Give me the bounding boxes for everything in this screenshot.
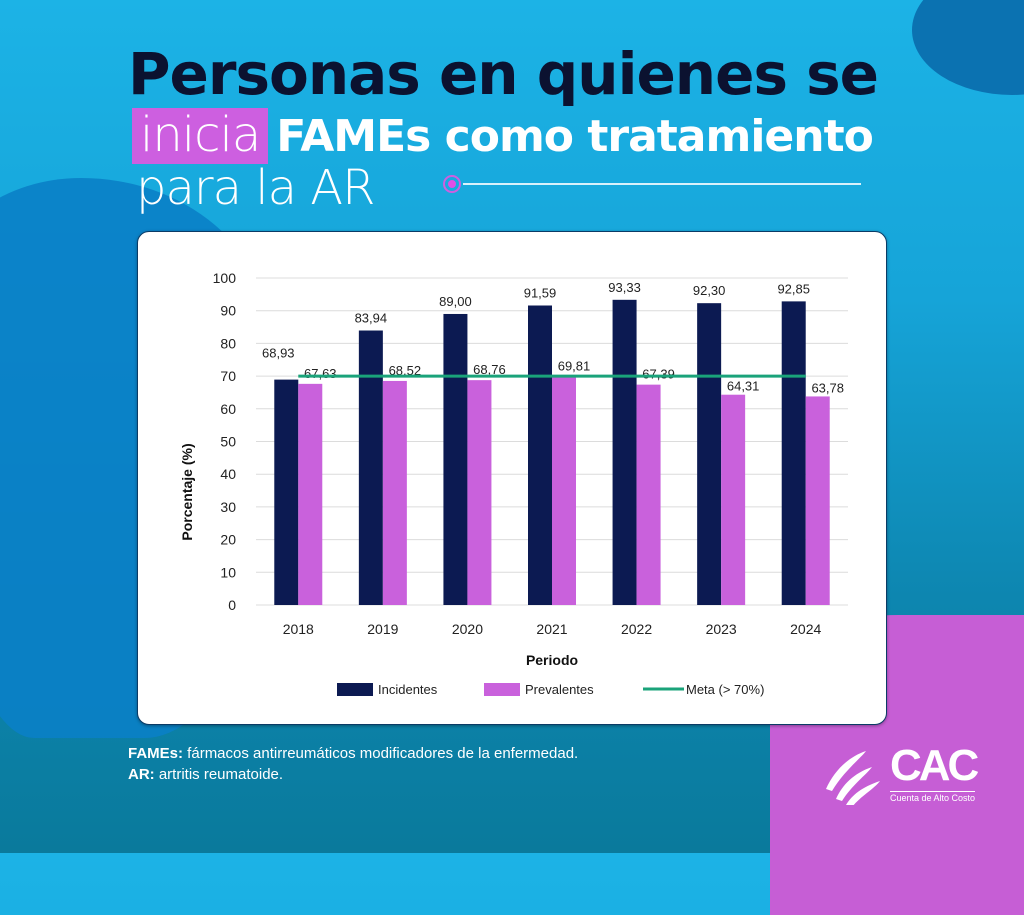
title-highlight: inicia: [132, 108, 269, 164]
chart-card: 0 10 20 30 40 50 60 70 80 90 100 68,93 67,63 83,94 68…: [137, 231, 887, 725]
y-tick-label: 40: [220, 466, 236, 482]
y-tick-label: 10: [220, 564, 236, 580]
x-tick-label: 2022: [621, 621, 652, 637]
bar-chart: 0 10 20 30 40 50 60 70 80 90 100 68,93 67,63 83,94 68…: [179, 270, 848, 697]
data-label-incidentes-2020: 89,00: [439, 294, 472, 309]
x-tick-label: 2019: [367, 621, 398, 637]
title-divider: [463, 183, 861, 185]
y-tick-label: 0: [228, 597, 236, 613]
bar-incidentes-2021: [528, 305, 552, 605]
bar-prevalentes-2024: [805, 396, 830, 605]
title-line-3: para la AR: [136, 160, 375, 216]
bar-prevalentes-2021: [552, 376, 576, 605]
x-axis-ticks: 2018 2019 2020 2021 2022 2023 2024: [283, 621, 822, 637]
footnote-ar: AR: artritis reumatoide.: [128, 766, 284, 783]
x-tick-label: 2020: [452, 621, 483, 637]
y-tick-label: 30: [220, 499, 236, 515]
title-line-2: inicia FAMEs como tratamiento: [132, 108, 1024, 164]
legend-label-incidentes: Incidentes: [378, 682, 438, 697]
data-label-incidentes-2021: 91,59: [524, 286, 557, 301]
title-line-1: Personas en quienes se: [128, 40, 879, 108]
data-label-prevalentes-2020: 68,76: [473, 362, 506, 377]
legend-label-prevalentes: Prevalentes: [525, 682, 594, 697]
data-label-incidentes-2023: 92,30: [693, 283, 726, 298]
y-axis-title: Porcentaje (%): [179, 443, 195, 540]
data-label-prevalentes-2019: 68,52: [389, 363, 422, 378]
data-label-incidentes-2024: 92,85: [777, 281, 810, 296]
y-axis-ticks: 0 10 20 30 40 50 60 70 80 90 100: [213, 270, 237, 613]
bar-prevalentes-2020: [467, 380, 492, 605]
data-label-prevalentes-2022: 67,39: [642, 367, 675, 382]
y-tick-label: 50: [220, 434, 236, 450]
footnote-fames: FAMEs: fármacos antirreumáticos modifica…: [128, 745, 579, 762]
x-tick-label: 2024: [790, 621, 821, 637]
logo-text: CAC: [890, 741, 979, 790]
bar-incidentes-2023: [697, 303, 722, 605]
y-tick-label: 60: [220, 401, 236, 417]
data-label-incidentes-2022: 93,33: [608, 280, 641, 295]
title-bold-text: FAMEs como tratamiento: [276, 110, 874, 162]
bar-incidentes-2024: [781, 301, 806, 605]
x-axis-title: Periodo: [526, 652, 578, 668]
cac-logo: CAC Cuenta de Alto Costo: [822, 741, 992, 805]
legend-swatch-incidentes: [337, 683, 373, 696]
y-tick-label: 70: [220, 368, 236, 384]
legend: Incidentes Prevalentes Meta (> 70%): [337, 682, 764, 697]
y-tick-label: 20: [220, 532, 236, 548]
data-label-incidentes-2019: 83,94: [355, 311, 388, 326]
bar-incidentes-2022: [612, 299, 637, 605]
y-tick-label: 80: [220, 335, 236, 351]
bar-incidentes-2018: [274, 379, 299, 605]
legend-label-meta: Meta (> 70%): [686, 682, 764, 697]
data-label-prevalentes-2023: 64,31: [727, 379, 760, 394]
bar-prevalentes-2019: [382, 380, 407, 605]
x-tick-label: 2018: [283, 621, 314, 637]
y-tick-label: 100: [213, 270, 237, 286]
x-tick-label: 2021: [536, 621, 567, 637]
decorative-dot-icon: [443, 175, 461, 193]
bar-prevalentes-2018: [298, 383, 323, 605]
data-label-prevalentes-2018: 67,63: [304, 366, 337, 381]
data-label-prevalentes-2024: 63,78: [811, 380, 844, 395]
bar-incidentes-2020: [443, 313, 468, 605]
footnotes: FAMEs: fármacos antirreumáticos modifica…: [128, 743, 578, 785]
x-tick-label: 2023: [706, 621, 737, 637]
bar-prevalentes-2022: [636, 384, 661, 605]
y-tick-label: 90: [220, 303, 236, 319]
legend-swatch-prevalentes: [484, 683, 520, 696]
bars: [274, 299, 830, 605]
data-label-prevalentes-2021: 69,81: [558, 359, 591, 374]
bar-prevalentes-2023: [721, 394, 746, 605]
data-label-incidentes-2018: 68,93: [262, 346, 295, 361]
logo-stripes-icon: [826, 751, 880, 805]
bar-incidentes-2019: [358, 330, 383, 605]
logo-subtitle: Cuenta de Alto Costo: [890, 791, 976, 803]
